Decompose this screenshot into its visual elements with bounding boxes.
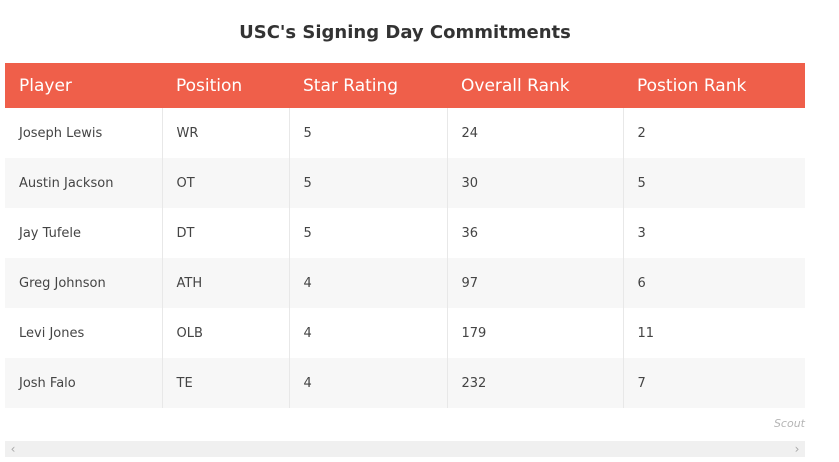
position-rank-cell: 6	[637, 275, 646, 291]
player-cell: Josh Falo	[5, 358, 163, 408]
overall-rank-cell: 179	[447, 308, 624, 358]
star-rating-cell: 4	[289, 258, 448, 308]
position-cell: OT	[162, 158, 290, 208]
scroll-right-icon[interactable]: ›	[794, 442, 800, 456]
position-rank-cell: 11	[637, 325, 655, 341]
table-row: Jay Tufele DT 5 36 3	[5, 208, 805, 258]
position-rank-cell: 7	[637, 375, 646, 391]
column-header-position[interactable]: Position	[176, 75, 243, 96]
star-rating-cell: 5	[289, 208, 448, 258]
column-header-position-rank[interactable]: Postion Rank	[637, 75, 747, 96]
player-cell: Jay Tufele	[5, 208, 163, 258]
position-cell: TE	[162, 358, 290, 408]
table-row: Greg Johnson ATH 4 97 6	[5, 258, 805, 308]
table-header-row: Player Position Star Rating Overall Rank…	[5, 63, 805, 108]
overall-rank-cell: 232	[447, 358, 624, 408]
position-rank-cell: 5	[637, 175, 646, 191]
overall-rank-cell: 24	[447, 108, 624, 158]
player-cell: Levi Jones	[5, 308, 163, 358]
position-cell: DT	[162, 208, 290, 258]
star-rating-cell: 4	[289, 308, 448, 358]
column-header-player[interactable]: Player	[19, 75, 72, 96]
player-cell: Joseph Lewis	[5, 108, 163, 158]
position-cell: ATH	[162, 258, 290, 308]
overall-rank-cell: 97	[447, 258, 624, 308]
overall-rank-cell: 36	[447, 208, 624, 258]
commitments-table: Player Position Star Rating Overall Rank…	[5, 63, 805, 408]
column-header-overall-rank[interactable]: Overall Rank	[461, 75, 570, 96]
star-rating-cell: 5	[289, 108, 448, 158]
table-row: Levi Jones OLB 4 179 11	[5, 308, 805, 358]
player-cell: Greg Johnson	[5, 258, 163, 308]
position-rank-cell: 2	[637, 125, 646, 141]
star-rating-cell: 4	[289, 358, 448, 408]
position-cell: OLB	[162, 308, 290, 358]
overall-rank-cell: 30	[447, 158, 624, 208]
table-row: Joseph Lewis WR 5 24 2	[5, 108, 805, 158]
position-rank-cell: 3	[637, 225, 646, 241]
table-row: Josh Falo TE 4 232 7	[5, 358, 805, 408]
table-title: USC's Signing Day Commitments	[239, 22, 571, 43]
position-cell: WR	[162, 108, 290, 158]
scroll-left-icon[interactable]: ‹	[10, 442, 16, 456]
table-row: Austin Jackson OT 5 30 5	[5, 158, 805, 208]
column-header-star-rating[interactable]: Star Rating	[303, 75, 399, 96]
source-credit: Scout	[773, 417, 805, 430]
star-rating-cell: 5	[289, 158, 448, 208]
player-cell: Austin Jackson	[5, 158, 163, 208]
horizontal-scrollbar[interactable]: ‹ ›	[5, 441, 805, 457]
table-container: Player Position Star Rating Overall Rank…	[5, 63, 805, 408]
